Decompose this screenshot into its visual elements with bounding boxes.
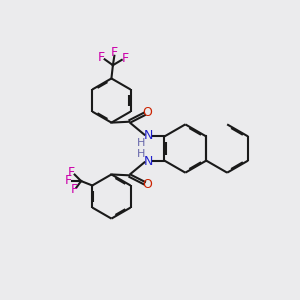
Text: F: F	[71, 183, 78, 196]
Text: O: O	[143, 178, 153, 191]
Text: N: N	[143, 129, 153, 142]
Text: F: F	[64, 174, 71, 187]
Text: H: H	[136, 138, 145, 148]
Text: N: N	[143, 155, 153, 168]
Text: F: F	[111, 46, 118, 59]
Text: F: F	[122, 52, 129, 65]
Text: F: F	[98, 51, 105, 64]
Text: O: O	[143, 106, 153, 119]
Text: H: H	[136, 149, 145, 159]
Text: F: F	[68, 166, 75, 179]
